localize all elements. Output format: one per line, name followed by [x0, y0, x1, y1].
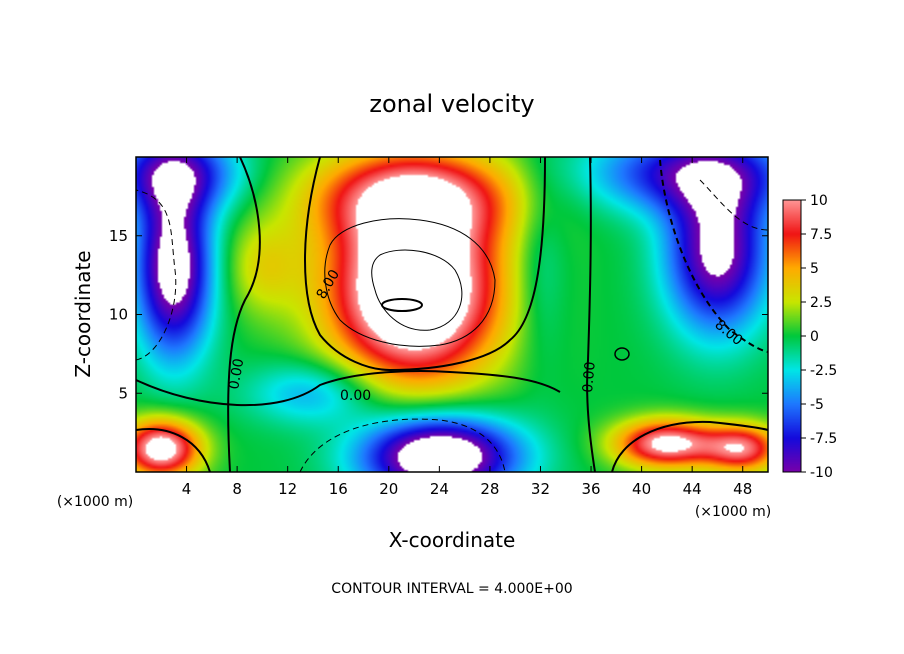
contour-line	[227, 156, 261, 473]
colorbar-tick-label: -2.5	[810, 363, 837, 379]
colorbar-gradient	[783, 200, 801, 472]
contour-interval-note: CONTOUR INTERVAL = 4.000E+00	[331, 581, 572, 597]
contour-line	[614, 347, 630, 361]
colorbar-tick-label: 10	[810, 193, 828, 209]
contour-line	[611, 420, 769, 473]
colorbar-tick-label: 7.5	[810, 227, 832, 243]
contour-line	[135, 370, 561, 407]
plot-area: 8.00 0.00 0.00 0.00 8.00	[135, 156, 769, 473]
x-tick-label: 36	[581, 480, 600, 498]
colorbar-tick-label: -5	[810, 397, 824, 413]
colorbar-tick-label: -7.5	[810, 431, 837, 447]
x-tick-label: 4	[182, 480, 192, 498]
x-tick-label: 48	[733, 480, 752, 498]
x-unit-right: (×1000 m)	[695, 504, 771, 520]
contour-label: 0.00	[340, 388, 371, 404]
x-tick-label: 24	[430, 480, 449, 498]
contour-line	[586, 156, 596, 473]
colorbar-ticks: 10 7.5 5 2.5 0 -2.5 -5 -7.5 -10	[801, 193, 837, 481]
x-tick-label: 20	[379, 480, 398, 498]
velocity-field	[136, 157, 768, 472]
x-tick-label: 8	[232, 480, 242, 498]
contour-line	[299, 418, 506, 473]
x-tick-label: 32	[531, 480, 550, 498]
colorbar: 10 7.5 5 2.5 0 -2.5 -5 -7.5 -10	[782, 193, 837, 481]
contour-line	[324, 218, 496, 347]
contour-line	[371, 249, 463, 331]
x-tick-label: 44	[683, 480, 702, 498]
y-axis: 5 10 15	[109, 227, 768, 402]
contour-label: 0.00	[580, 361, 599, 393]
y-tick-label: 5	[118, 384, 128, 402]
contour-line	[699, 179, 769, 231]
y-tick-label: 10	[109, 306, 128, 324]
x-tick-label: 12	[278, 480, 297, 498]
y-axis-label: Z-coordinate	[71, 250, 95, 377]
x-tick-label: 40	[632, 480, 651, 498]
contour-lines	[135, 156, 769, 473]
x-tick-label: 16	[329, 480, 348, 498]
colorbar-tick-label: 5	[810, 261, 819, 277]
contour-line	[135, 189, 177, 361]
colorbar-tick-label: 0	[810, 329, 819, 345]
contour-line	[659, 159, 769, 353]
colorbar-tick-label: 2.5	[810, 295, 832, 311]
x-unit-left: (×1000 m)	[57, 494, 133, 510]
contour-line	[304, 156, 546, 372]
x-tick-label: 28	[480, 480, 499, 498]
contour-line	[135, 428, 211, 473]
x-axis-label: X-coordinate	[389, 528, 516, 552]
colorbar-tick-label: -10	[810, 465, 833, 481]
y-tick-label: 15	[109, 227, 128, 245]
contour-line	[381, 298, 423, 312]
contour-label: 0.00	[226, 357, 247, 390]
x-axis: 4 8 12 16 20 24 28 32 36 40 44 48	[182, 157, 752, 498]
chart-title: zonal velocity	[369, 90, 534, 118]
